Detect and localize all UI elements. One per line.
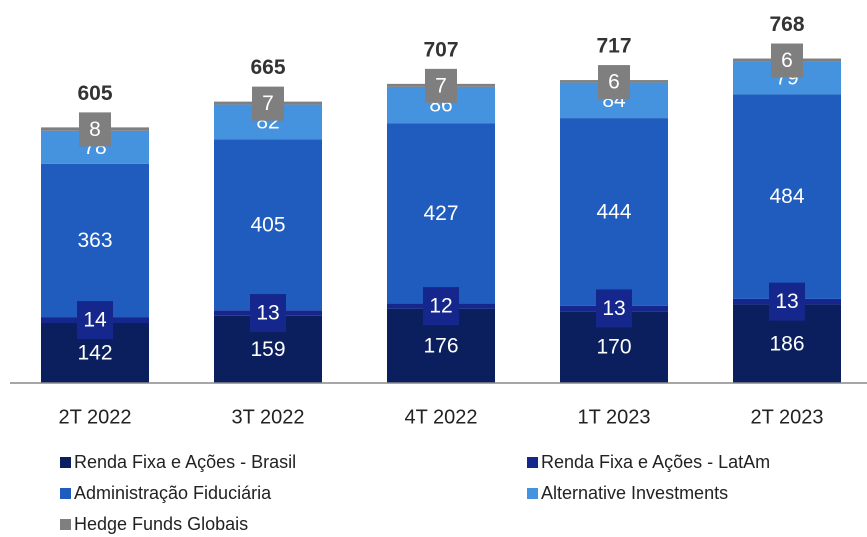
label-box (423, 287, 459, 326)
legend-label: Administração Fiduciária (74, 483, 272, 503)
total-label: 717 (596, 35, 631, 58)
legend-swatch (60, 488, 71, 499)
legend-label: Alternative Investments (541, 483, 728, 503)
value-label: 12 (429, 295, 452, 318)
value-label: 7 (262, 92, 274, 115)
label-box (596, 289, 632, 328)
value-label: 13 (602, 297, 625, 320)
x-tick-label: 2T 2022 (58, 406, 131, 428)
bar-segment (387, 123, 495, 304)
value-label: 6 (608, 71, 620, 94)
total-label: 707 (423, 38, 458, 61)
x-tick-label: 1T 2023 (577, 406, 650, 428)
value-label: 427 (423, 202, 458, 225)
legend-swatch (527, 488, 538, 499)
x-tick-label: 3T 2022 (231, 406, 304, 428)
value-label: 186 (769, 332, 804, 355)
total-label: 665 (250, 56, 285, 79)
value-label: 444 (596, 200, 631, 223)
value-label: 159 (250, 338, 285, 361)
bar-segment (41, 163, 149, 318)
label-box (79, 112, 111, 147)
value-label: 14 (83, 309, 107, 332)
value-label: 13 (256, 302, 279, 325)
label-box (769, 282, 805, 321)
legend-swatch (60, 519, 71, 530)
value-label: 142 (77, 342, 112, 365)
label-box (252, 86, 284, 121)
label-box (77, 301, 113, 340)
x-tick-label: 4T 2022 (404, 406, 477, 428)
label-box (250, 294, 286, 333)
value-label: 363 (77, 229, 112, 252)
value-label: 170 (596, 336, 631, 359)
legend-swatch (527, 457, 538, 468)
bar-segment (733, 94, 841, 299)
value-label: 176 (423, 334, 458, 357)
legend-label: Renda Fixa e Ações - Brasil (74, 452, 296, 472)
value-label: 7 (435, 74, 447, 97)
value-label: 8 (89, 118, 101, 141)
value-label: 484 (769, 185, 804, 208)
label-box (771, 43, 803, 78)
total-label: 768 (769, 13, 804, 36)
legend-label: Renda Fixa e Ações - LatAm (541, 452, 770, 472)
total-label: 605 (77, 82, 112, 105)
value-label: 405 (250, 213, 285, 236)
legend-label: Hedge Funds Globais (74, 514, 248, 534)
x-tick-label: 2T 2023 (750, 406, 823, 428)
label-box (598, 65, 630, 100)
bar-segment (214, 139, 322, 311)
bar-segment (560, 118, 668, 306)
label-box (425, 68, 457, 103)
value-label: 13 (775, 290, 798, 313)
legend-swatch (60, 457, 71, 468)
value-label: 6 (781, 49, 793, 72)
